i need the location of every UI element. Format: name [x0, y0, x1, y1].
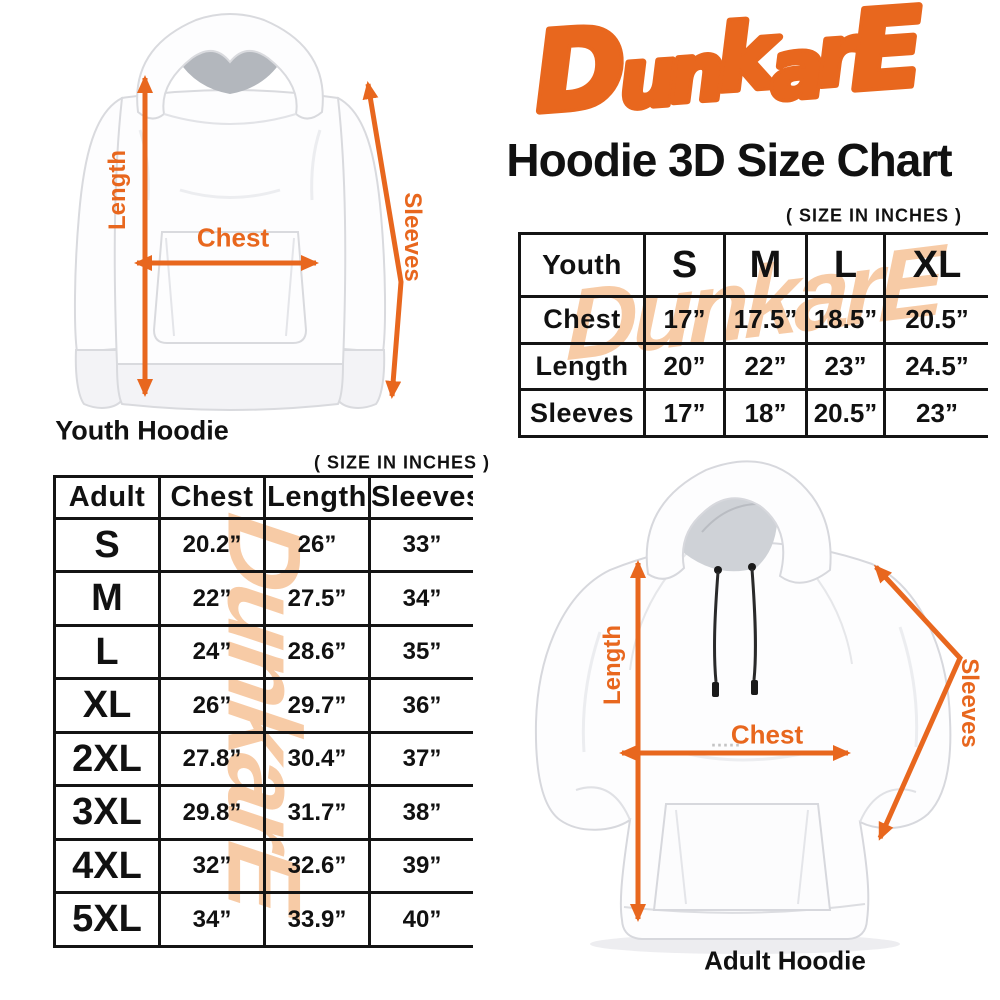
header-cell: XL — [883, 232, 988, 299]
header-cell: Youth — [518, 232, 646, 299]
table-row: S 20.2” 26” 33” — [53, 516, 473, 574]
table-cell: 32” — [158, 837, 266, 895]
youth-chest-label: Chest — [196, 222, 270, 253]
table-cell: 23” — [805, 341, 886, 392]
table-cell: 24” — [158, 623, 266, 681]
table-cell: 22” — [723, 341, 808, 392]
header-cell: Chest — [158, 475, 266, 520]
row-label: Chest — [518, 295, 646, 345]
table-row: 4XL 32” 32.6” 39” — [53, 837, 473, 895]
table-cell: 20.5” — [883, 295, 988, 345]
row-label: Sleeves — [518, 388, 646, 438]
row-label: M — [53, 570, 161, 627]
table-cell: 30.4” — [263, 730, 371, 788]
row-label: 2XL — [53, 730, 161, 788]
adult-sleeves-arrow — [873, 564, 963, 841]
youth-hoodie-caption: Youth Hoodie — [55, 415, 229, 446]
adult-length-label: Length — [599, 625, 626, 705]
header-cell: Length — [263, 475, 371, 520]
table-cell: 33.9” — [263, 891, 371, 948]
youth-sleeves-arrow — [362, 81, 404, 399]
row-label: XL — [53, 677, 161, 734]
header-cell: Sleeves — [368, 475, 473, 520]
page-title: Hoodie 3D Size Chart — [506, 134, 952, 186]
table-cell: 28.6” — [263, 623, 371, 681]
table-cell: 22” — [158, 570, 266, 627]
table-cell: 36” — [368, 677, 473, 734]
table-cell: 33” — [368, 516, 473, 574]
table-row: Chest 17” 17.5” 18.5” 20.5” — [518, 295, 988, 345]
adult-size-table: Adult Chest Length Sleeves S 20.2” 26” 3… — [53, 475, 473, 948]
table-cell: 24.5” — [883, 341, 988, 392]
adult-hoodie-caption: Adult Hoodie — [704, 945, 866, 976]
table-cell: 17.5” — [723, 295, 808, 345]
table-cell: 34” — [368, 570, 473, 627]
table-cell: 18.5” — [805, 295, 886, 345]
table-row: Adult Chest Length Sleeves — [53, 475, 473, 520]
table-cell: 17” — [643, 295, 726, 345]
table-row: M 22” 27.5” 34” — [53, 570, 473, 627]
header-cell: Adult — [53, 475, 161, 520]
table-cell: 31.7” — [263, 784, 371, 841]
table-row: L 24” 28.6” 35” — [53, 623, 473, 681]
row-label: S — [53, 516, 161, 574]
drawstrings — [712, 563, 758, 697]
youth-length-label: Length — [104, 150, 131, 230]
table-cell: 20” — [643, 341, 726, 392]
table-row: Youth S M L XL — [518, 232, 988, 299]
youth-hoodie-image — [73, 13, 404, 411]
table-row: 2XL 27.8” 30.4” 37” — [53, 730, 473, 788]
table-row: Length 20” 22” 23” 24.5” — [518, 341, 988, 392]
youth-size-table: Youth S M L XL Chest 17” 17.5” 18.5” 20.… — [518, 232, 988, 438]
table-cell: 29.8” — [158, 784, 266, 841]
row-label: Length — [518, 341, 646, 392]
row-label: 3XL — [53, 784, 161, 841]
adult-sleeves-label: Sleeves — [956, 658, 983, 748]
table-cell: 17” — [643, 388, 726, 438]
watermark-dots-artifact: ..... — [710, 730, 742, 751]
table-cell: 29.7” — [263, 677, 371, 734]
table-cell: 35” — [368, 623, 473, 681]
table-cell: 32.6” — [263, 837, 371, 895]
header-cell: S — [643, 232, 726, 299]
row-label: 4XL — [53, 837, 161, 895]
table-cell: 26” — [263, 516, 371, 574]
table-cell: 37” — [368, 730, 473, 788]
table-row: Sleeves 17” 18” 20.5” 23” — [518, 388, 988, 438]
table-cell: 27.8” — [158, 730, 266, 788]
logo-letter: D — [530, 3, 626, 132]
logo-letter: E — [846, 2, 928, 115]
adult-hoodie-image — [534, 460, 963, 954]
youth-sleeves-label: Sleeves — [399, 192, 426, 282]
table-row: XL 26” 29.7” 36” — [53, 677, 473, 734]
adult-chest-label: Chest — [730, 719, 804, 750]
table-cell: 26” — [158, 677, 266, 734]
table-cell: 20.2” — [158, 516, 266, 574]
table-cell: 20.5” — [805, 388, 886, 438]
table-cell: 23” — [883, 388, 988, 438]
header-cell: L — [805, 232, 886, 299]
adult-table-container: DunkarE Adult Chest Length Sleeves S 20.… — [53, 475, 473, 948]
table-cell: 40” — [368, 891, 473, 948]
table-row: 5XL 34” 33.9” 40” — [53, 891, 473, 948]
table-cell: 39” — [368, 837, 473, 895]
table-row: 3XL 29.8” 31.7” 38” — [53, 784, 473, 841]
size-note-youth: ( SIZE IN INCHES ) — [785, 205, 963, 226]
table-cell: 34” — [158, 891, 266, 948]
brand-logo-text: DunkarE — [530, 2, 927, 132]
size-note-adult: ( SIZE IN INCHES ) — [313, 452, 491, 473]
adult-hoodie-diagram: Length ..... Chest Sleeves Adult Hoodie — [480, 452, 1000, 997]
header-cell: M — [723, 232, 808, 299]
row-label: L — [53, 623, 161, 681]
youth-hoodie-diagram: Length Chest Sleeves Youth Hoodie — [0, 0, 462, 455]
table-cell: 18” — [723, 388, 808, 438]
table-cell: 27.5” — [263, 570, 371, 627]
youth-table-container: DunkarE Youth S M L XL Chest 17” 17.5” 1… — [518, 232, 988, 438]
row-label: 5XL — [53, 891, 161, 948]
brand-logo: DunkarE — [527, 2, 931, 132]
table-cell: 38” — [368, 784, 473, 841]
